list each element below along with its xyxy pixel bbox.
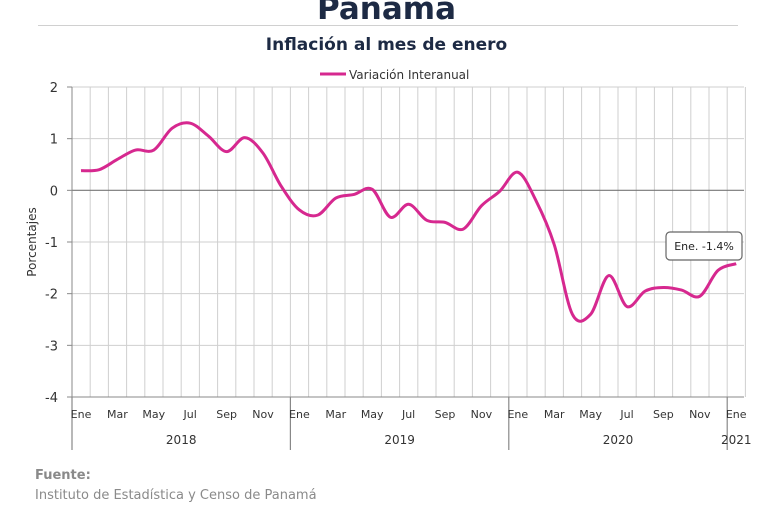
y-tick-label: -1 (45, 236, 58, 251)
x-month-label: Nov (689, 408, 711, 421)
x-year-label: 2020 (603, 433, 634, 447)
source-text: Instituto de Estadística y Censo de Pana… (35, 488, 317, 503)
annotation-callout: Ene. -1.4% (665, 231, 743, 261)
x-month-label: Jul (183, 408, 197, 421)
x-month-label: Jul (401, 408, 415, 421)
tick-labels: 2 1 0 -1 -2 -3 -4 Ene Mar May Jul Sep Nov Ene Mar May Ju… (45, 81, 752, 447)
x-month-label: Ene (289, 408, 310, 421)
legend-label: Variación Interanual (349, 68, 469, 82)
annotation-label: Ene. -1.4% (674, 240, 734, 253)
y-tick-label: 0 (50, 184, 58, 199)
grid-lines (71, 86, 746, 398)
x-month-label: Mar (325, 408, 346, 421)
x-month-label: May (579, 408, 602, 421)
x-month-label: Sep (653, 408, 674, 421)
page-title: Panamá (316, 0, 456, 27)
x-month-label: Jul (619, 408, 633, 421)
x-year-label: 2021 (721, 433, 752, 447)
series-line (80, 121, 737, 323)
x-month-label: Mar (544, 408, 565, 421)
inflation-line-chart: 2 1 0 -1 -2 -3 -4 Ene Mar May Jul Sep Nov Ene Mar May Ju… (25, 68, 752, 450)
x-year-label: 2018 (166, 433, 197, 447)
y-tick-label: -2 (45, 288, 58, 303)
x-month-label: Nov (252, 408, 274, 421)
chart-title: Inflación al mes de enero (265, 35, 508, 55)
series-layer (80, 121, 737, 323)
x-month-label: Mar (107, 408, 128, 421)
x-month-label: May (142, 408, 165, 421)
axes (67, 86, 744, 450)
y-axis-title: Porcentajes (25, 207, 39, 276)
x-year-label: 2019 (384, 433, 415, 447)
x-month-label: Ene (726, 408, 747, 421)
source-label: Fuente: (35, 468, 91, 483)
y-tick-label: 1 (50, 133, 58, 148)
x-month-label: Sep (216, 408, 237, 421)
y-tick-label: 2 (50, 81, 58, 96)
y-tick-label: -4 (45, 391, 58, 406)
x-month-label: Nov (471, 408, 493, 421)
annotation-box (665, 231, 743, 261)
x-month-label: Ene (71, 408, 92, 421)
legend[interactable]: Variación Interanual (320, 68, 469, 82)
x-month-label: May (361, 408, 384, 421)
y-tick-label: -3 (45, 339, 58, 354)
title-divider (38, 25, 738, 26)
x-month-label: Sep (435, 408, 456, 421)
x-month-label: Ene (507, 408, 528, 421)
